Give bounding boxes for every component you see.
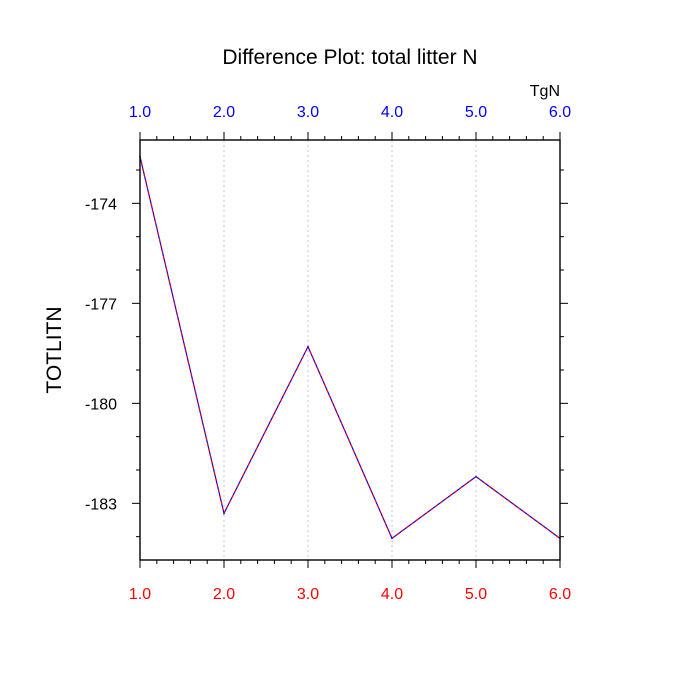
plot-frame — [139, 139, 561, 561]
y-tick-label: -183 — [85, 496, 117, 513]
chart-title: Difference Plot: total litter N — [222, 46, 477, 69]
x-tick-label-bottom: 3.0 — [297, 586, 319, 603]
x-tick-label-top: 6.0 — [549, 104, 571, 121]
y-tick-label: -180 — [85, 396, 117, 413]
x-tick-label-top: 4.0 — [381, 104, 403, 121]
y-tick-label: -177 — [85, 296, 117, 313]
x-tick-label-top: 5.0 — [465, 104, 487, 121]
x-tick-label-bottom: 2.0 — [213, 586, 235, 603]
x-tick-label-bottom: 6.0 — [549, 586, 571, 603]
series-line-overlay — [139, 156, 561, 540]
series-layer — [139, 155, 561, 540]
top-axis-unit-label: TgN — [530, 83, 560, 100]
x-tick-label-top: 2.0 — [213, 104, 235, 121]
tick-labels: 1.0 1.0 2.0 2.0 3.0 3.0 4.0 4.0 5.0 5.0 6.0 6.0 -174… — [85, 104, 571, 603]
data-point — [223, 512, 225, 515]
x-tick-label-bottom: 1.0 — [129, 586, 151, 603]
x-tick-label-top: 3.0 — [297, 104, 319, 121]
gridlines — [223, 140, 477, 560]
data-point — [307, 345, 309, 348]
y-axis-label: TOTLITN — [43, 306, 66, 393]
x-tick-label-bottom: 5.0 — [465, 586, 487, 603]
data-point — [391, 537, 393, 540]
x-tick-label-top: 1.0 — [129, 104, 151, 121]
x-tick-label-bottom: 4.0 — [381, 586, 403, 603]
axis-ticks — [132, 132, 568, 568]
series-line — [139, 156, 561, 540]
y-tick-label: -174 — [85, 196, 117, 213]
data-point — [475, 475, 477, 478]
